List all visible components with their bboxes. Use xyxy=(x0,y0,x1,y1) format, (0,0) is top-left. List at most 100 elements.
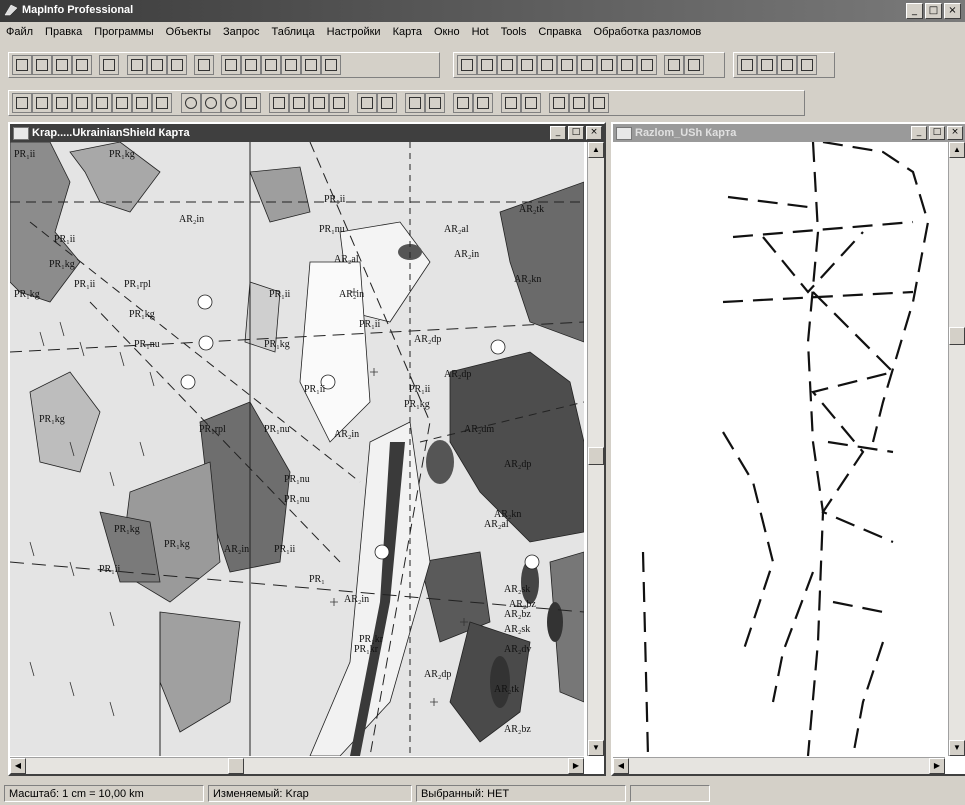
radius-select-icon[interactable] xyxy=(52,93,72,113)
razlom-vertical-scrollbar[interactable]: ▲ ▼ xyxy=(948,142,965,756)
copy-icon[interactable] xyxy=(147,55,167,75)
menu-fault-processing[interactable]: Обработка разломов xyxy=(593,26,702,38)
arc-tool-icon[interactable] xyxy=(517,55,537,75)
scroll-down-button[interactable]: ▼ xyxy=(588,740,604,756)
menu-window[interactable]: Окно xyxy=(434,26,460,38)
scroll-right-button[interactable]: ▶ xyxy=(568,758,584,774)
print-icon[interactable] xyxy=(99,55,119,75)
open-icon[interactable] xyxy=(32,55,52,75)
clip-region-icon[interactable] xyxy=(501,93,521,113)
symbol-style-icon[interactable] xyxy=(737,55,757,75)
scroll-up-button[interactable]: ▲ xyxy=(949,142,965,158)
new-redistrict-icon[interactable] xyxy=(301,55,321,75)
new-icon[interactable] xyxy=(12,55,32,75)
theme-legend-icon[interactable] xyxy=(473,93,493,113)
frame-tool-icon[interactable] xyxy=(637,55,657,75)
paste-icon[interactable] xyxy=(167,55,187,75)
razlom-horizontal-scrollbar[interactable]: ◀ ▶ xyxy=(613,757,945,774)
polygon-tool-icon[interactable] xyxy=(537,55,557,75)
select-arrow-icon[interactable] xyxy=(12,93,32,113)
scroll-left-button[interactable]: ◀ xyxy=(10,758,26,774)
marquee-select-icon[interactable] xyxy=(32,93,52,113)
ellipse-tool-icon[interactable] xyxy=(557,55,577,75)
script-icon[interactable] xyxy=(569,93,589,113)
fault-lines-canvas[interactable] xyxy=(613,142,945,756)
menu-query[interactable]: Запрос xyxy=(223,26,260,38)
hotlink-icon[interactable] xyxy=(289,93,309,113)
sum-icon[interactable] xyxy=(425,93,445,113)
undo-icon[interactable] xyxy=(194,55,214,75)
help-pointer-icon[interactable] xyxy=(321,55,341,75)
maximize-button[interactable]: □ xyxy=(929,126,945,140)
scroll-up-button[interactable]: ▲ xyxy=(588,142,604,158)
map-window-ukrainian-shield[interactable]: Krap.....UkrainianShield Карта _ □ × xyxy=(8,122,606,776)
status-editable-layer[interactable]: Изменяемый: Krap xyxy=(208,785,412,802)
drag-window-icon[interactable] xyxy=(329,93,349,113)
label-tool-icon[interactable] xyxy=(309,93,329,113)
symbol-tool-icon[interactable] xyxy=(457,55,477,75)
cut-icon[interactable] xyxy=(127,55,147,75)
maximize-button[interactable]: □ xyxy=(568,126,584,140)
graph-select-icon[interactable] xyxy=(152,93,172,113)
save-icon[interactable] xyxy=(72,55,92,75)
minimize-button[interactable]: _ xyxy=(911,126,927,140)
minimize-button[interactable]: _ xyxy=(550,126,566,140)
scroll-left-button[interactable]: ◀ xyxy=(613,758,629,774)
open-workspace-icon[interactable] xyxy=(52,55,72,75)
line-style-icon[interactable] xyxy=(757,55,777,75)
geological-map-canvas[interactable]: PR₁ii PR₁kg AR₂in PR₁ii PR₁kg PR₁ii PR₁kg PR₁rp… xyxy=(10,142,584,756)
menu-programs[interactable]: Программы xyxy=(94,26,154,38)
text-tool-icon[interactable] xyxy=(617,55,637,75)
razlom-window-titlebar[interactable]: Razlom_USh Карта _ □ × xyxy=(613,124,965,142)
ruler-icon[interactable] xyxy=(377,93,397,113)
new-layout-icon[interactable] xyxy=(281,55,301,75)
menu-table[interactable]: Таблица xyxy=(271,26,315,38)
unselect-all-icon[interactable] xyxy=(112,93,132,113)
region-style-icon[interactable] xyxy=(777,55,797,75)
map-vertical-scrollbar[interactable]: ▲ ▼ xyxy=(587,142,604,756)
horizontal-scroll-thumb[interactable] xyxy=(228,758,244,774)
maximize-button[interactable]: □ xyxy=(925,3,942,19)
boundary-select-icon[interactable] xyxy=(92,93,112,113)
show-statistics-icon[interactable] xyxy=(405,93,425,113)
grabber-hand-icon[interactable] xyxy=(241,93,261,113)
reshape-icon[interactable] xyxy=(664,55,684,75)
map-window-icon[interactable] xyxy=(589,93,609,113)
menu-file[interactable]: Файл xyxy=(6,26,34,38)
map-horizontal-scrollbar[interactable]: ◀ ▶ xyxy=(10,757,584,774)
close-button[interactable]: × xyxy=(586,126,602,140)
menu-hot[interactable]: Hot xyxy=(471,26,489,38)
menu-edit[interactable]: Правка xyxy=(45,26,83,38)
status-selection[interactable]: Выбранный: НЕТ xyxy=(416,785,626,802)
vertical-scroll-thumb[interactable] xyxy=(949,327,965,345)
new-mapper-icon[interactable] xyxy=(241,55,261,75)
menu-map[interactable]: Карта xyxy=(392,26,422,38)
close-button[interactable]: × xyxy=(947,126,963,140)
vertical-scroll-thumb[interactable] xyxy=(588,447,604,465)
rectangle-tool-icon[interactable] xyxy=(577,55,597,75)
close-button[interactable]: × xyxy=(944,3,961,19)
line-tool-icon[interactable] xyxy=(477,55,497,75)
minimize-button[interactable]: _ xyxy=(906,3,923,19)
new-browser-icon[interactable] xyxy=(221,55,241,75)
map-window-titlebar[interactable]: Krap.....UkrainianShield Карта _ □ × xyxy=(10,124,604,142)
add-node-icon[interactable] xyxy=(684,55,704,75)
rounded-rectangle-tool-icon[interactable] xyxy=(597,55,617,75)
new-grapher-icon[interactable] xyxy=(261,55,281,75)
scroll-right-button[interactable]: ▶ xyxy=(929,758,945,774)
status-scale[interactable]: Масштаб: 1 cm = 10,00 km xyxy=(4,785,204,802)
menu-tools[interactable]: Tools xyxy=(500,26,527,38)
run-program-icon[interactable] xyxy=(549,93,569,113)
app-titlebar[interactable]: MapInfo Professional _ □ × xyxy=(0,0,965,22)
info-tool-icon[interactable] xyxy=(269,93,289,113)
menu-help[interactable]: Справка xyxy=(538,26,582,38)
polygon-select-icon[interactable] xyxy=(72,93,92,113)
zoom-out-icon[interactable] xyxy=(201,93,221,113)
text-style-icon[interactable] xyxy=(797,55,817,75)
change-view-icon[interactable] xyxy=(221,93,241,113)
polyline-tool-icon[interactable] xyxy=(497,55,517,75)
legend-icon[interactable] xyxy=(453,93,473,113)
scroll-down-button[interactable]: ▼ xyxy=(949,740,965,756)
layer-control-icon[interactable] xyxy=(357,93,377,113)
zoom-in-icon[interactable] xyxy=(181,93,201,113)
